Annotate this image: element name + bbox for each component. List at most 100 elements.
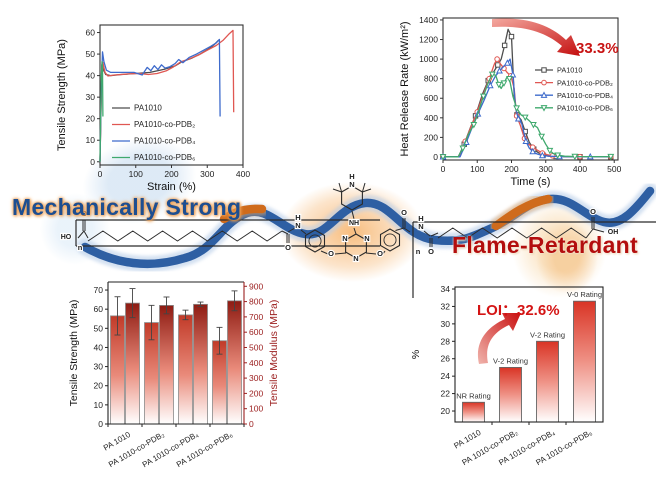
- svg-text:PA1010: PA1010: [134, 104, 162, 113]
- svg-text:V-0 Rating: V-0 Rating: [567, 290, 602, 299]
- svg-text:Tensile Strength (MPa): Tensile Strength (MPa): [68, 300, 80, 407]
- svg-text:100: 100: [470, 164, 484, 174]
- molecule-label: N: [418, 222, 423, 231]
- molecule-label: n: [78, 243, 83, 252]
- svg-text:400: 400: [236, 169, 250, 179]
- svg-text:PA 1010: PA 1010: [452, 428, 483, 451]
- svg-text:%: %: [410, 350, 422, 359]
- svg-text:0: 0: [433, 152, 438, 162]
- svg-text:40: 40: [94, 342, 104, 352]
- tensile-strain-chart: 0 100 200 300 400 0 10 20 30 40 50 60 Strain (%) Tens…: [56, 24, 250, 193]
- svg-text:PA1010-co-PDB₄: PA1010-co-PDB₄: [134, 137, 195, 146]
- svg-text:200: 200: [504, 164, 518, 174]
- svg-text:34: 34: [441, 284, 451, 294]
- svg-text:10: 10: [86, 135, 96, 145]
- svg-text:PA1010-co-PDB₄: PA1010-co-PDB₄: [557, 91, 613, 100]
- molecule-label: H: [295, 213, 300, 222]
- svg-text:400: 400: [424, 113, 438, 123]
- hrr-reduction-annotation: 33.3%: [576, 40, 619, 57]
- molecule-label: n: [416, 247, 421, 256]
- svg-text:900: 900: [249, 281, 263, 291]
- svg-text:PA1010-co-PDB₂: PA1010-co-PDB₂: [557, 78, 613, 87]
- molecule-label: H: [418, 214, 423, 223]
- ribbon-orange-segment: [219, 204, 267, 224]
- svg-text:Tensile Strength (MPa): Tensile Strength (MPa): [56, 39, 68, 151]
- molecule-label: O: [377, 249, 383, 258]
- svg-text:100: 100: [249, 404, 263, 414]
- svg-text:600: 600: [249, 327, 263, 337]
- svg-text:Strain (%): Strain (%): [147, 181, 196, 193]
- svg-text:500: 500: [607, 164, 621, 174]
- svg-text:60: 60: [94, 304, 104, 314]
- svg-text:300: 300: [249, 373, 263, 383]
- svg-text:700: 700: [249, 312, 263, 322]
- svg-text:0: 0: [98, 419, 103, 429]
- molecule-label: N: [342, 234, 347, 243]
- molecule-label: N: [364, 234, 369, 243]
- svg-text:40: 40: [86, 71, 96, 81]
- bar: [499, 366, 522, 423]
- heat-release-rate-chart: 0 100 200 300 400 500 0 200 400 600 800 1000 1200 140…: [399, 15, 622, 188]
- bar: [159, 305, 174, 425]
- molecule-label: O: [328, 249, 334, 258]
- bar: [227, 300, 242, 425]
- svg-text:200: 200: [424, 132, 438, 142]
- svg-text:Tensile Modulus (MPa): Tensile Modulus (MPa): [268, 300, 280, 407]
- bar: [193, 303, 208, 425]
- bar: [125, 302, 140, 425]
- svg-text:NR Rating: NR Rating: [456, 391, 491, 400]
- svg-text:20: 20: [441, 406, 451, 416]
- molecule-label: N: [353, 254, 358, 263]
- svg-text:30: 30: [86, 92, 96, 102]
- bar: [573, 300, 596, 423]
- svg-text:1200: 1200: [419, 35, 438, 45]
- molecule-label: O: [428, 247, 434, 256]
- svg-text:Heat Release Rate (kW/m²): Heat Release Rate (kW/m²): [399, 21, 411, 156]
- molecule-label: N: [295, 221, 300, 230]
- svg-text:0: 0: [90, 157, 95, 167]
- bar: [536, 340, 559, 423]
- svg-text:500: 500: [249, 342, 263, 352]
- molecule-label: N: [349, 180, 354, 189]
- loi-arrow: [477, 313, 521, 364]
- molecule-label: O: [401, 208, 407, 217]
- svg-text:32: 32: [441, 301, 451, 311]
- svg-text:200: 200: [249, 388, 263, 398]
- molecule-label: HO: [61, 234, 72, 241]
- svg-text:50: 50: [86, 49, 96, 59]
- svg-text:800: 800: [424, 74, 438, 84]
- svg-text:PA1010-co-PDB₆: PA1010-co-PDB₆: [134, 153, 195, 162]
- loi-value-annotation: LOI：32.6%: [477, 302, 560, 319]
- molecule-label: NH: [349, 220, 359, 227]
- svg-text:1400: 1400: [419, 15, 438, 25]
- svg-text:800: 800: [249, 297, 263, 307]
- molecule-label: O: [285, 243, 291, 252]
- svg-text:30: 30: [441, 319, 451, 329]
- svg-text:100: 100: [129, 169, 143, 179]
- bar: [178, 314, 193, 425]
- svg-text:20: 20: [86, 114, 96, 124]
- svg-text:22: 22: [441, 389, 451, 399]
- svg-text:0: 0: [441, 164, 446, 174]
- molecule-label: O: [81, 209, 87, 218]
- svg-text:24: 24: [441, 371, 451, 381]
- svg-text:50: 50: [94, 323, 104, 333]
- svg-text:20: 20: [94, 381, 104, 391]
- hrr-arrow: [492, 18, 580, 56]
- svg-text:30: 30: [94, 362, 104, 372]
- svg-text:400: 400: [573, 164, 587, 174]
- svg-text:26: 26: [441, 354, 451, 364]
- svg-text:V-2 Rating: V-2 Rating: [493, 356, 528, 365]
- svg-text:1000: 1000: [419, 54, 438, 64]
- svg-text:PA1010: PA1010: [557, 66, 582, 75]
- svg-text:300: 300: [200, 169, 214, 179]
- svg-text:10: 10: [94, 400, 104, 410]
- molecule-label: OH: [608, 229, 619, 236]
- svg-text:600: 600: [424, 93, 438, 103]
- svg-text:PA1010-co-PDB₂: PA1010-co-PDB₂: [134, 120, 195, 129]
- svg-text:60: 60: [86, 28, 96, 38]
- svg-text:Time (s): Time (s): [511, 176, 551, 188]
